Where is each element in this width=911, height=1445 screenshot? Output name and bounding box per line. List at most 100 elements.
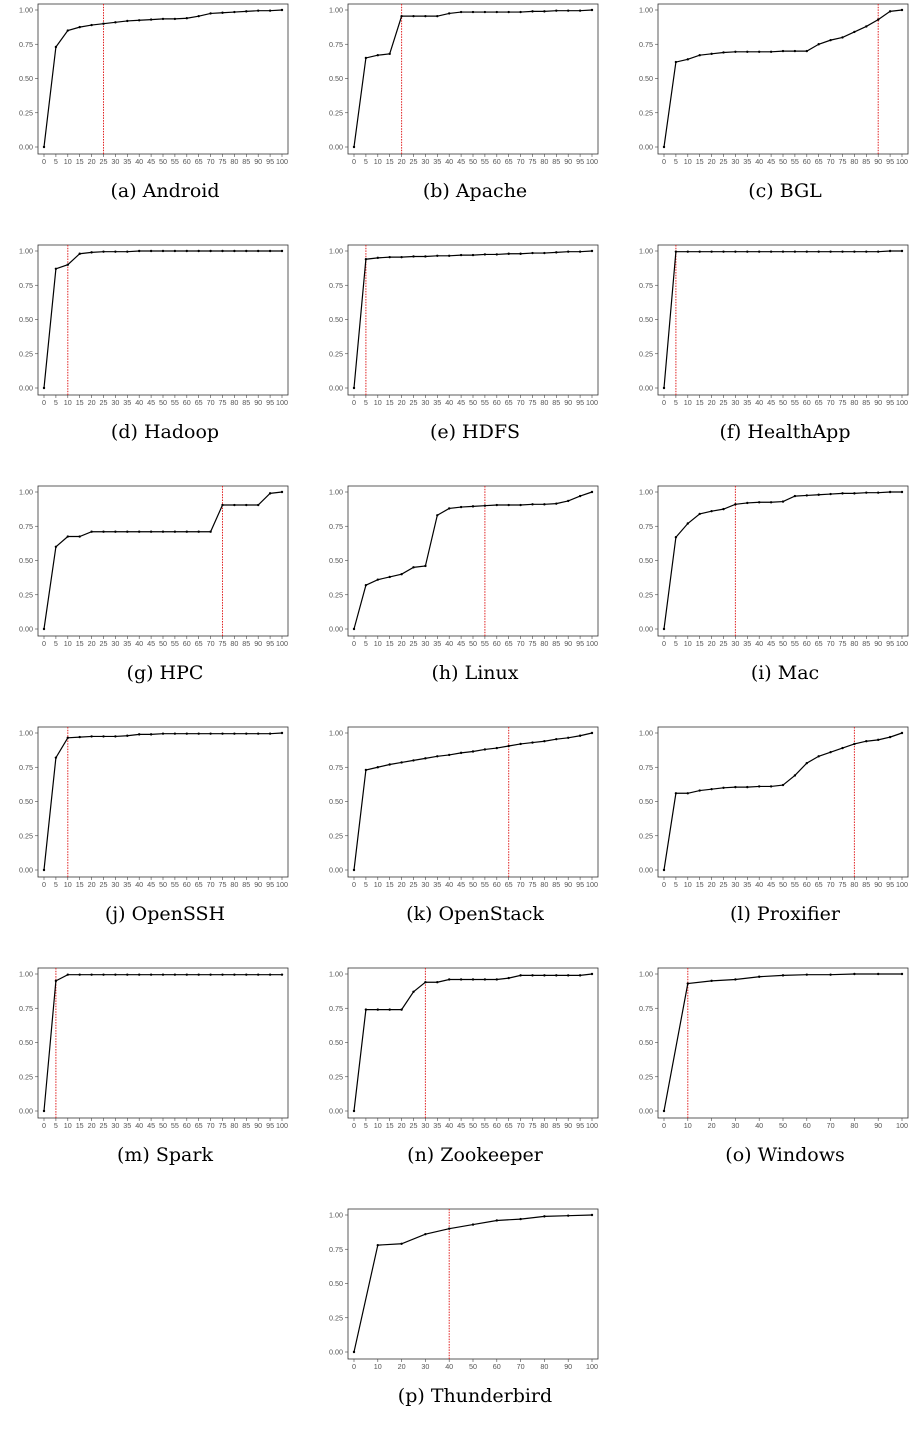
x-tick-label: 100 bbox=[896, 880, 908, 889]
x-tick-label: 60 bbox=[803, 880, 811, 889]
y-tick-label: 0.50 bbox=[329, 315, 343, 324]
data-point bbox=[555, 974, 558, 977]
x-tick-label: 50 bbox=[779, 639, 787, 648]
y-tick-label: 1.00 bbox=[19, 729, 33, 738]
y-tick-label: 0.00 bbox=[329, 1107, 343, 1116]
y-tick-label: 0.75 bbox=[639, 763, 653, 772]
chart-caption: (m) Spark bbox=[117, 1144, 213, 1166]
line-chart: 0.00 0.25 0.50 0.75 1.00 0 5 10 15 20 25 30 35 40 45 50… bbox=[329, 244, 599, 407]
x-tick-label: 40 bbox=[755, 639, 763, 648]
data-point bbox=[352, 145, 356, 149]
y-tick-label: 1.00 bbox=[639, 970, 653, 979]
x-tick-label: 50 bbox=[779, 880, 787, 889]
data-point bbox=[841, 746, 844, 750]
x-tick-label: 45 bbox=[767, 880, 775, 889]
x-tick-label: 15 bbox=[696, 880, 704, 889]
data-point bbox=[853, 492, 856, 495]
data-point bbox=[66, 29, 70, 32]
data-point bbox=[674, 536, 678, 539]
x-tick-label: 60 bbox=[493, 1121, 501, 1130]
data-point bbox=[245, 249, 248, 253]
x-tick-label: 40 bbox=[755, 880, 763, 889]
line-chart: 0.00 0.25 0.50 0.75 1.00 0 5 10 15 20 25 30 35 40 45 50… bbox=[639, 3, 909, 166]
x-tick-label: 50 bbox=[159, 639, 167, 648]
data-point bbox=[578, 974, 582, 977]
data-point bbox=[507, 976, 510, 980]
x-tick-label: 100 bbox=[276, 398, 288, 407]
data-point bbox=[877, 250, 880, 253]
line-chart: 0.00 0.25 0.50 0.75 1.00 0 5 10 15 20 25 30 35 40 45 50… bbox=[19, 3, 289, 166]
x-tick-label: 95 bbox=[886, 157, 894, 166]
x-tick-label: 80 bbox=[850, 1121, 858, 1130]
x-tick-label: 75 bbox=[219, 639, 227, 648]
data-point bbox=[567, 736, 570, 739]
data-point bbox=[114, 973, 117, 976]
x-tick-label: 90 bbox=[254, 157, 262, 166]
data-point bbox=[746, 501, 749, 505]
x-tick-label: 90 bbox=[564, 1121, 572, 1130]
x-tick-label: 55 bbox=[791, 880, 799, 889]
chart-caption: (k) OpenStack bbox=[406, 903, 544, 925]
y-tick-label: 0.75 bbox=[19, 281, 33, 290]
plot-frame bbox=[657, 967, 909, 1119]
data-point bbox=[66, 535, 70, 538]
series-line bbox=[663, 491, 902, 630]
data-point bbox=[388, 575, 391, 579]
data-point bbox=[209, 12, 212, 15]
x-tick-label: 25 bbox=[100, 1121, 108, 1130]
x-tick-label: 80 bbox=[850, 157, 858, 166]
data-point bbox=[578, 734, 582, 737]
data-point bbox=[197, 530, 200, 533]
x-tick-label: 50 bbox=[159, 157, 167, 166]
x-tick-label: 45 bbox=[457, 639, 465, 648]
line-chart: 0.00 0.25 0.50 0.75 1.00 0 5 10 15 20 25 30 35 40 45 50… bbox=[329, 967, 599, 1130]
data-point bbox=[781, 49, 785, 53]
data-point bbox=[769, 50, 773, 53]
plot-frame bbox=[347, 1208, 599, 1360]
x-tick-label: 10 bbox=[374, 157, 382, 166]
x-tick-label: 0 bbox=[662, 157, 666, 166]
x-tick-label: 70 bbox=[827, 157, 835, 166]
x-tick-label: 65 bbox=[195, 880, 203, 889]
x-tick-label: 50 bbox=[779, 398, 787, 407]
x-tick-label: 25 bbox=[720, 157, 728, 166]
data-point bbox=[543, 974, 546, 977]
plot-frame bbox=[37, 485, 289, 637]
y-tick-label: 1.00 bbox=[19, 247, 33, 256]
data-point bbox=[543, 740, 546, 743]
chart-panel: 0.00 0.25 0.50 0.75 1.00 0 5 10 15 20 25 30 35 40 45 50… bbox=[0, 241, 290, 481]
x-tick-label: 100 bbox=[586, 157, 598, 166]
x-tick-label: 30 bbox=[111, 880, 119, 889]
y-tick-label: 0.50 bbox=[639, 797, 653, 806]
data-point bbox=[686, 58, 689, 61]
chart-caption: (f) HealthApp bbox=[719, 421, 851, 443]
x-tick-label: 95 bbox=[266, 880, 274, 889]
data-point bbox=[674, 60, 678, 64]
series-line bbox=[43, 491, 283, 630]
data-point bbox=[495, 1219, 498, 1222]
x-tick-label: 40 bbox=[755, 1121, 763, 1130]
data-point bbox=[853, 30, 856, 34]
line-chart: 0.00 0.25 0.50 0.75 1.00 0 5 10 15 20 25 30 35 40 45 50… bbox=[639, 244, 909, 407]
data-point bbox=[436, 755, 439, 758]
x-tick-label: 80 bbox=[230, 639, 238, 648]
x-tick-label: 50 bbox=[159, 398, 167, 407]
data-point bbox=[471, 978, 475, 981]
x-tick-label: 40 bbox=[445, 1121, 453, 1130]
y-tick-label: 0.50 bbox=[19, 556, 33, 565]
x-tick-label: 0 bbox=[42, 1121, 46, 1130]
data-point bbox=[829, 492, 832, 496]
x-tick-label: 20 bbox=[88, 1121, 96, 1130]
y-tick-label: 0.00 bbox=[19, 384, 33, 393]
data-point bbox=[734, 785, 737, 789]
data-point bbox=[424, 757, 427, 760]
data-point bbox=[781, 250, 785, 253]
x-tick-label: 10 bbox=[64, 157, 72, 166]
x-tick-label: 0 bbox=[352, 880, 356, 889]
data-point bbox=[412, 14, 415, 18]
data-point bbox=[400, 761, 403, 764]
x-tick-label: 15 bbox=[76, 880, 84, 889]
data-point bbox=[185, 249, 188, 253]
y-tick-label: 0.50 bbox=[329, 1279, 343, 1288]
y-tick-label: 0.25 bbox=[639, 349, 653, 358]
